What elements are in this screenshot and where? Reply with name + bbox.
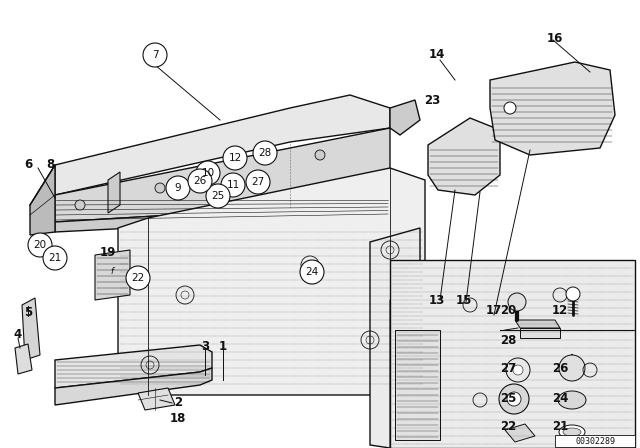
Text: 21: 21	[552, 419, 568, 432]
Ellipse shape	[558, 391, 586, 409]
Text: 20: 20	[500, 303, 516, 316]
Circle shape	[126, 266, 150, 290]
Polygon shape	[428, 118, 500, 195]
Text: 25: 25	[500, 392, 516, 405]
Polygon shape	[55, 368, 212, 405]
Text: 26: 26	[552, 362, 568, 375]
Text: 27: 27	[252, 177, 264, 187]
Circle shape	[43, 246, 67, 270]
Text: 13: 13	[429, 293, 445, 306]
Text: 4: 4	[14, 328, 22, 341]
Text: 26: 26	[193, 176, 207, 186]
Polygon shape	[15, 344, 32, 374]
Bar	[555, 435, 635, 447]
Polygon shape	[370, 228, 420, 448]
Text: 12: 12	[228, 153, 242, 163]
Circle shape	[508, 293, 526, 311]
Text: 2: 2	[174, 396, 182, 409]
Circle shape	[155, 183, 165, 193]
Circle shape	[559, 355, 585, 381]
Polygon shape	[395, 330, 440, 440]
Circle shape	[300, 260, 324, 284]
Text: 19: 19	[100, 246, 116, 258]
Polygon shape	[515, 320, 560, 328]
Circle shape	[206, 184, 230, 208]
Text: 14: 14	[429, 48, 445, 61]
Circle shape	[143, 43, 167, 67]
Text: 3: 3	[201, 340, 209, 353]
Text: 23: 23	[424, 94, 440, 107]
Ellipse shape	[559, 425, 585, 439]
Circle shape	[166, 176, 190, 200]
Text: 6: 6	[24, 159, 32, 172]
Circle shape	[188, 169, 212, 193]
Polygon shape	[55, 128, 390, 222]
Circle shape	[506, 358, 530, 382]
Text: 28: 28	[259, 148, 271, 158]
Text: 18: 18	[170, 412, 186, 425]
Polygon shape	[390, 288, 420, 448]
Text: 12: 12	[552, 303, 568, 316]
Polygon shape	[55, 195, 390, 232]
Circle shape	[315, 150, 325, 160]
Circle shape	[507, 392, 521, 406]
Circle shape	[196, 161, 220, 185]
Circle shape	[246, 170, 270, 194]
Polygon shape	[390, 100, 420, 135]
Text: 9: 9	[175, 183, 181, 193]
Polygon shape	[108, 172, 120, 213]
Circle shape	[253, 141, 277, 165]
Text: 15: 15	[456, 293, 472, 306]
Polygon shape	[95, 250, 130, 300]
Text: 28: 28	[500, 333, 516, 346]
Polygon shape	[390, 260, 635, 448]
Text: 00302289: 00302289	[575, 436, 615, 445]
Circle shape	[504, 102, 516, 114]
Polygon shape	[490, 62, 615, 155]
Circle shape	[28, 233, 52, 257]
Circle shape	[223, 146, 247, 170]
Text: 25: 25	[211, 191, 225, 201]
Circle shape	[566, 287, 580, 301]
Polygon shape	[520, 328, 560, 338]
Polygon shape	[22, 298, 40, 360]
Circle shape	[221, 173, 245, 197]
Polygon shape	[138, 388, 175, 410]
Text: 22: 22	[500, 419, 516, 432]
Circle shape	[499, 384, 529, 414]
Text: 10: 10	[202, 168, 214, 178]
Circle shape	[513, 365, 523, 375]
Circle shape	[75, 200, 85, 210]
Polygon shape	[55, 345, 212, 388]
Text: 24: 24	[552, 392, 568, 405]
Polygon shape	[118, 168, 425, 395]
Polygon shape	[505, 424, 535, 442]
Text: 24: 24	[305, 267, 319, 277]
Polygon shape	[55, 95, 390, 195]
Text: 5: 5	[24, 306, 32, 319]
Polygon shape	[30, 165, 55, 235]
Text: 17: 17	[486, 303, 502, 316]
Text: 1: 1	[219, 340, 227, 353]
Text: 16: 16	[547, 31, 563, 44]
Text: 20: 20	[33, 240, 47, 250]
Text: f: f	[111, 267, 113, 276]
Text: 7: 7	[152, 50, 158, 60]
Text: 22: 22	[131, 273, 145, 283]
Text: 11: 11	[227, 180, 239, 190]
Text: 21: 21	[49, 253, 61, 263]
Text: 8: 8	[46, 159, 54, 172]
Text: 27: 27	[500, 362, 516, 375]
Ellipse shape	[563, 428, 581, 436]
